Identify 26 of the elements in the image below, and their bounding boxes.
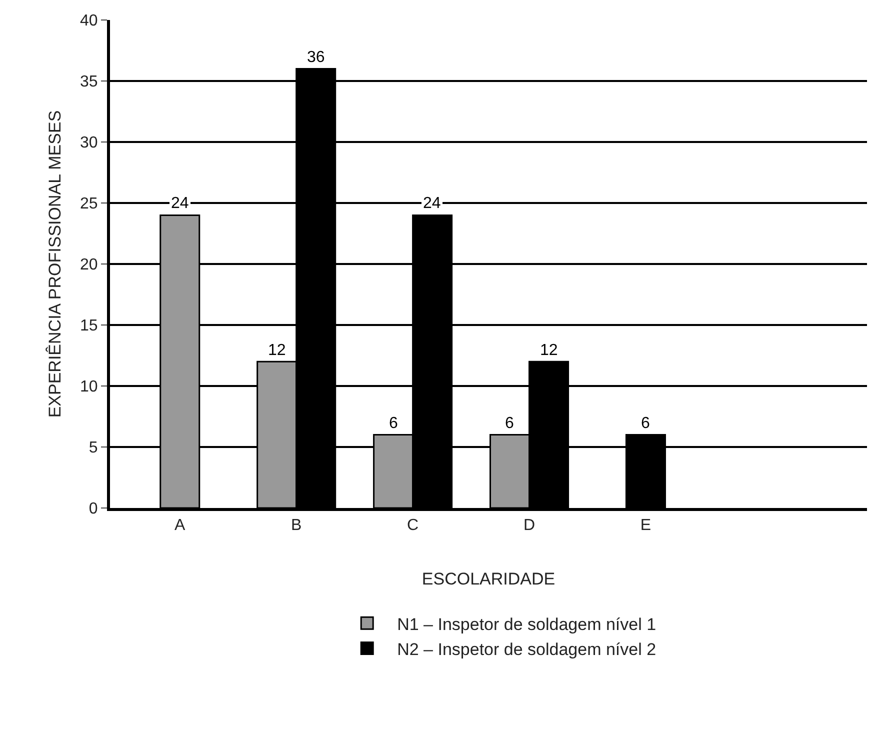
data-label: 6 <box>641 415 650 432</box>
legend-label: N2 – Inspetor de soldagem nível 2 <box>397 640 656 659</box>
data-label: 24 <box>171 195 189 212</box>
y-tick-label: 20 <box>80 256 98 274</box>
data-label: 6 <box>505 415 514 432</box>
x-axis-title: ESCOLARIDADE <box>422 570 556 589</box>
data-label: 12 <box>540 342 558 359</box>
data-label: 12 <box>268 342 286 359</box>
data-label: 24 <box>423 195 441 212</box>
x-tick-label: D <box>523 517 536 534</box>
y-tick-label: 0 <box>88 500 98 518</box>
y-tick-label: 15 <box>80 318 98 335</box>
x-tick-label: B <box>291 517 302 534</box>
x-tick-label: A <box>174 517 186 534</box>
data-label: 6 <box>389 415 398 432</box>
y-tick-label: 35 <box>80 74 98 91</box>
x-tick-label: E <box>640 517 652 534</box>
legend-label: N1 – Inspetor de soldagem nível 1 <box>397 614 656 634</box>
y-tick-label: 30 <box>80 134 98 152</box>
y-tick-label: 5 <box>88 440 98 457</box>
y-tick-label: 40 <box>80 12 98 30</box>
data-label: 36 <box>307 49 325 66</box>
y-tick-label: 25 <box>80 196 98 213</box>
y-axis-title: EXPERIÊNCIA PROFISSIONAL MESES <box>46 110 65 418</box>
y-tick-label: 10 <box>80 378 98 396</box>
x-tick-label: C <box>407 517 419 534</box>
